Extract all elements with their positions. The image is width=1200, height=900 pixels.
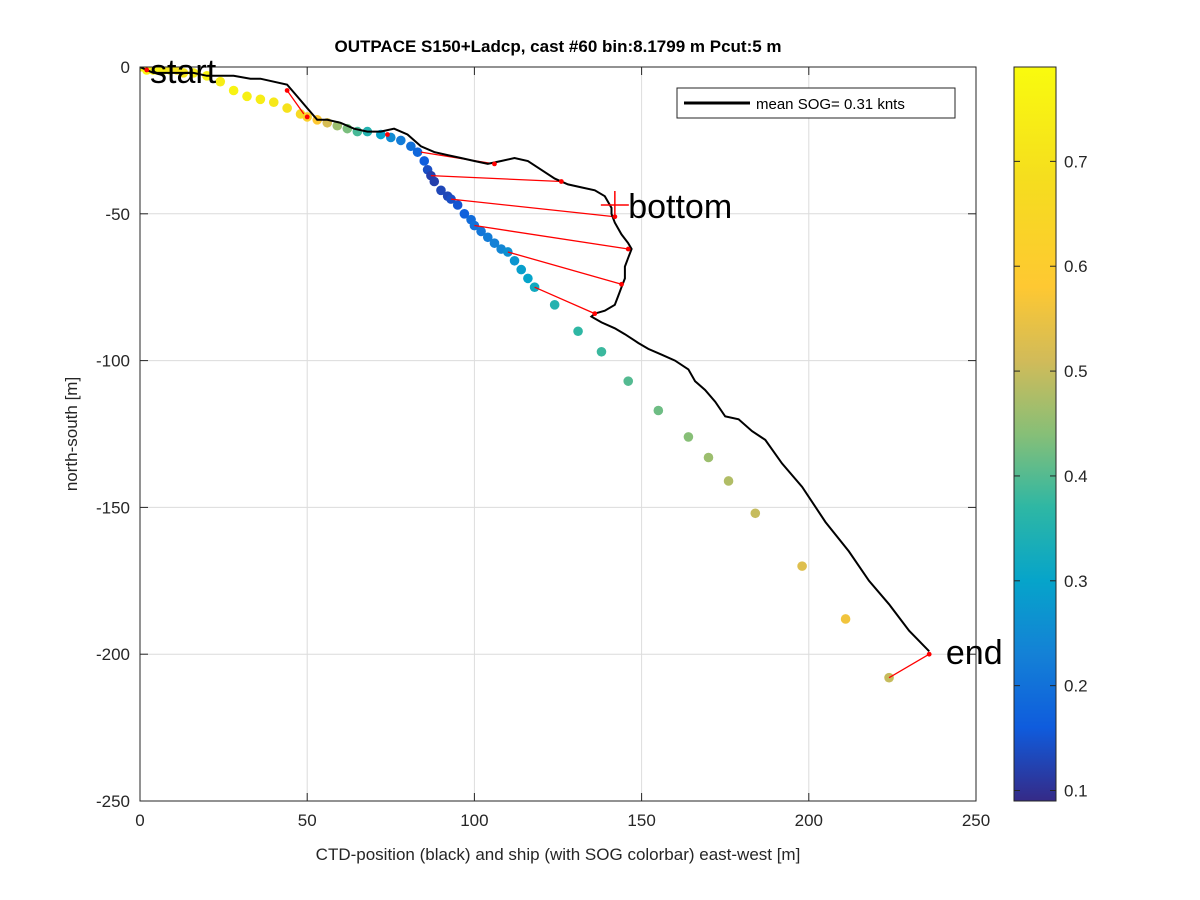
ship-point [723, 476, 734, 486]
grid-lines [140, 67, 976, 801]
ship-point [516, 264, 527, 275]
ctd-bin-marker [144, 67, 150, 73]
ship-point [797, 561, 807, 571]
ship-point [573, 326, 583, 337]
x-axis-label: CTD-position (black) and ship (with SOG … [316, 845, 801, 864]
ctd-bin-marker [385, 132, 390, 137]
colorbar: 0.1 0.2 0.3 0.4 0.5 0.6 0.7 [1013, 66, 1088, 802]
y-tick-labels: -250 -200 -150 -100 -50 0 [96, 58, 130, 811]
ship-point [623, 376, 634, 386]
ship-ctd-link [474, 224, 629, 250]
ship-point [452, 200, 463, 210]
ship-point [242, 91, 252, 102]
legend-label: mean SOG= 0.31 knts [756, 96, 905, 113]
ship-ctd-link [286, 90, 305, 115]
colorbar-ticks: 0.1 0.2 0.3 0.4 0.5 0.6 0.7 [1014, 152, 1088, 801]
colorbar-tick-label: 0.2 [1064, 677, 1088, 696]
ctd-bin-marker [926, 651, 932, 657]
legend: mean SOG= 0.31 knts [676, 87, 956, 119]
ship-point [459, 209, 470, 219]
ship-ctd-link [888, 653, 930, 679]
ship-point [840, 614, 851, 624]
ship-point [653, 405, 664, 416]
x-tick-label: 250 [962, 811, 990, 830]
ctd-bin-marker [625, 246, 631, 252]
colorbar-tick-label: 0.7 [1064, 152, 1088, 171]
ship-point [436, 185, 446, 196]
annotation-bottom: bottom [628, 188, 732, 226]
ctd-bin-marker [619, 281, 624, 287]
y-tick-label: -250 [96, 792, 130, 811]
y-tick-label: -50 [105, 205, 130, 224]
ship-ctd-link [534, 286, 596, 315]
ship-point [482, 232, 493, 243]
ctd-bin-marker [304, 114, 310, 120]
ship-point [750, 508, 761, 519]
x-tick-label: 150 [627, 811, 655, 830]
y-axis-label: north-south [m] [62, 377, 81, 491]
colorbar-tick-label: 0.4 [1064, 467, 1088, 486]
annotation-start: start [150, 53, 217, 91]
ship-point [489, 238, 500, 248]
ship-ctd-link [450, 198, 615, 218]
bottom-marker [600, 190, 629, 219]
ship-point [419, 156, 430, 166]
ship-ctd-links [286, 90, 930, 679]
ship-point [412, 147, 423, 157]
x-tick-labels: 0 50 100 150 200 250 [135, 811, 990, 830]
colorbar-tick-label: 0.6 [1064, 257, 1088, 276]
chart-title: OUTPACE S150+Ladcp, cast #60 bin:8.1799 … [334, 37, 781, 56]
x-tick-label: 0 [135, 811, 144, 830]
ship-ctd-link [430, 174, 562, 183]
y-tick-label: -100 [96, 352, 130, 371]
ship-point [549, 300, 560, 310]
annotations: start bottom end [150, 53, 1003, 672]
x-tick-label: 200 [795, 811, 823, 830]
y-tick-label: -150 [96, 498, 130, 517]
y-tick-label: -200 [96, 645, 130, 664]
ship-point [703, 452, 714, 463]
colorbar-gradient [1013, 66, 1057, 802]
colorbar-tick-label: 0.1 [1064, 782, 1088, 801]
ship-point [509, 255, 520, 266]
ship-point [476, 226, 486, 237]
ship-point [396, 135, 406, 146]
colorbar-tick-label: 0.3 [1064, 572, 1088, 591]
ship-point [683, 432, 694, 442]
plot-area [140, 67, 976, 801]
x-tick-label: 100 [460, 811, 488, 830]
ctd-bin-marker [592, 311, 598, 317]
colorbar-tick-label: 0.5 [1064, 362, 1088, 381]
ship-ctd-link [507, 251, 622, 285]
ctd-bin-marker [492, 161, 497, 167]
plot-content [140, 67, 932, 683]
annotation-end: end [946, 634, 1003, 672]
y-tick-label: 0 [121, 58, 130, 77]
ship-point [596, 346, 607, 357]
plot-frame [139, 66, 977, 802]
ship-point [429, 176, 440, 187]
ship-point [268, 97, 279, 108]
ship-point [215, 76, 226, 87]
ship-point [255, 94, 266, 105]
ship-point [523, 273, 533, 284]
ship-point [228, 85, 239, 96]
x-tick-label: 50 [298, 811, 317, 830]
ctd-bin-marker [558, 179, 564, 184]
ship-point [282, 103, 292, 113]
ship-point [406, 141, 416, 152]
ctd-bin-marker [284, 88, 290, 93]
